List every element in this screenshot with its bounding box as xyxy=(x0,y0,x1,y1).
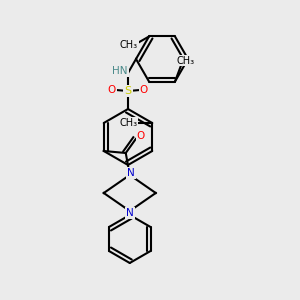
Text: N: N xyxy=(127,168,135,178)
Text: CH₃: CH₃ xyxy=(177,56,195,65)
Text: O: O xyxy=(108,85,116,95)
Text: CH₃: CH₃ xyxy=(119,118,137,128)
Text: HN: HN xyxy=(112,66,128,76)
Text: S: S xyxy=(124,86,132,96)
Text: O: O xyxy=(140,85,148,95)
Text: O: O xyxy=(136,131,145,141)
Text: N: N xyxy=(126,208,134,218)
Text: CH₃: CH₃ xyxy=(120,40,138,50)
